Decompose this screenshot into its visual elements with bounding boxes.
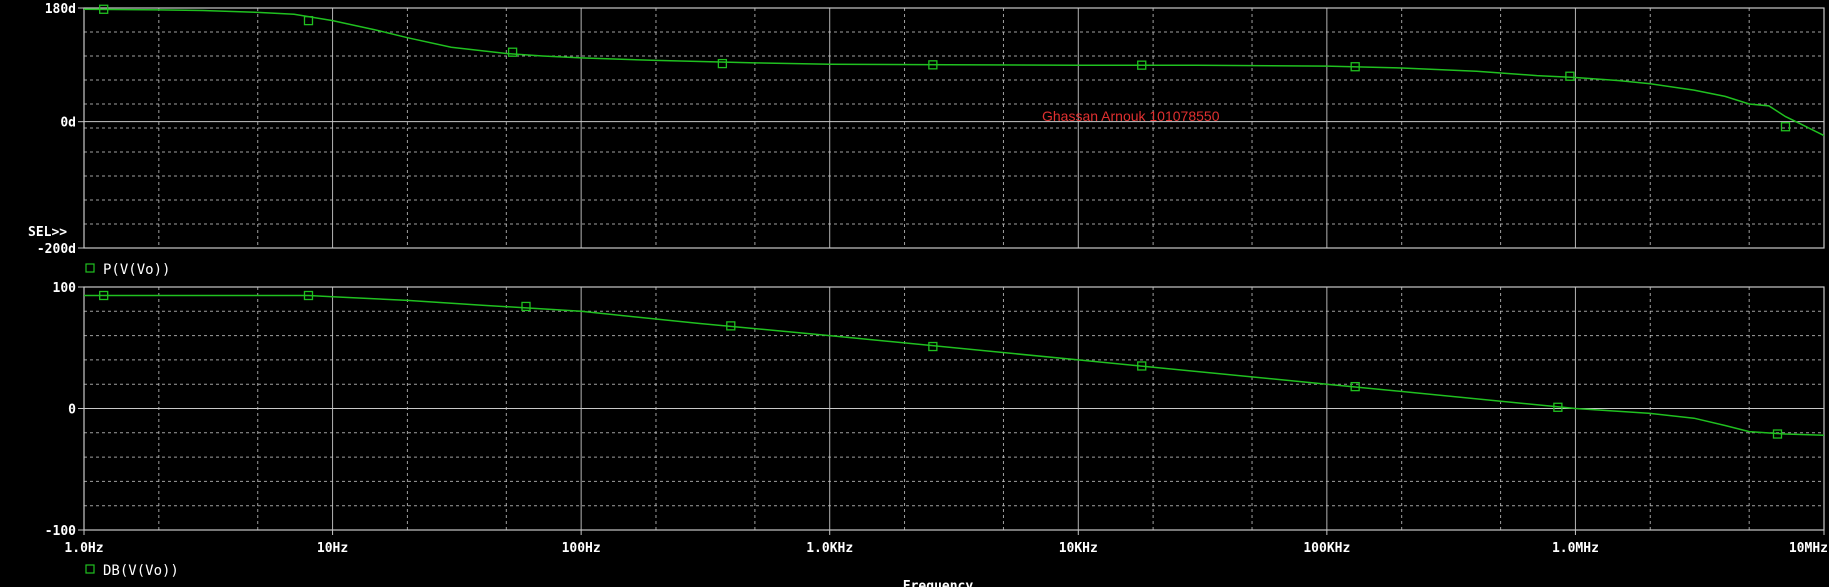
- magnitude-y-tick-label: 0: [68, 403, 76, 418]
- magnitude-y-tick-label: 100: [53, 281, 77, 296]
- x-tick-label: 10Hz: [317, 541, 348, 556]
- legend-magnitude-label: DB(V(Vo)): [103, 563, 179, 579]
- x-tick-label: 10KHz: [1059, 541, 1098, 556]
- x-tick-label: 1.0MHz: [1552, 541, 1599, 556]
- x-tick-label: 1.0Hz: [64, 541, 103, 556]
- legend-phase[interactable]: P(V(Vo)): [85, 262, 170, 278]
- x-tick-label: 100KHz: [1303, 541, 1350, 556]
- phase-data-marker: [303, 15, 314, 26]
- phase-y-tick-label: 180d: [45, 2, 76, 17]
- phase-y-tick-label: -200d: [37, 242, 76, 257]
- sel-indicator: SEL>>: [28, 225, 67, 240]
- trace-layer: [83, 8, 1825, 436]
- x-tick-label: 10MHz: [1789, 541, 1828, 556]
- phase-data-marker: [1780, 122, 1791, 132]
- phase-data-marker: [717, 58, 728, 69]
- legend-magnitude-marker: [85, 564, 95, 574]
- phase-data-marker: [1565, 71, 1575, 81]
- label-layer: 180d 0d -200d 100 0 -100 1.0Hz 10Hz 100Hz 1.0KHz 1…: [37, 2, 1828, 556]
- magnitude-data-marker: [99, 290, 109, 301]
- magnitude-data-marker: [726, 321, 736, 331]
- magnitude-y-tick-label: -100: [45, 524, 76, 539]
- magnitude-data-marker: [1137, 361, 1147, 371]
- marker-layer: [99, 4, 1791, 439]
- author-annotation: Ghassan Arnouk 101078550: [1042, 108, 1220, 124]
- magnitude-data-marker: [303, 290, 314, 301]
- magnitude-frame: [83, 286, 1825, 531]
- phase-data-marker: [507, 47, 518, 57]
- magnitude-data-marker: [1772, 429, 1783, 439]
- phase-y-tick-label: 0d: [60, 116, 76, 131]
- grid-layer: [83, 7, 1825, 531]
- phase-trace: [83, 8, 1825, 137]
- legend-phase-marker: [85, 263, 95, 273]
- axes-layer: [78, 7, 1825, 535]
- phase-data-marker: [928, 60, 938, 70]
- magnitude-data-marker: [1553, 402, 1563, 412]
- phase-frame: [83, 7, 1825, 249]
- magnitude-data-marker: [928, 341, 938, 352]
- legend-phase-label: P(V(Vo)): [103, 262, 170, 278]
- legend-magnitude[interactable]: DB(V(Vo)): [85, 563, 179, 579]
- x-tick-label: 100Hz: [562, 541, 601, 556]
- phase-data-marker: [99, 4, 109, 14]
- phase-data-marker: [1350, 62, 1360, 72]
- phase-data-marker: [1137, 60, 1147, 70]
- magnitude-data-marker: [1350, 381, 1360, 392]
- x-axis-label: Frequency: [903, 579, 974, 587]
- magnitude-trace: [84, 294, 1825, 436]
- x-tick-label: 1.0KHz: [806, 541, 853, 556]
- magnitude-data-marker: [521, 301, 531, 312]
